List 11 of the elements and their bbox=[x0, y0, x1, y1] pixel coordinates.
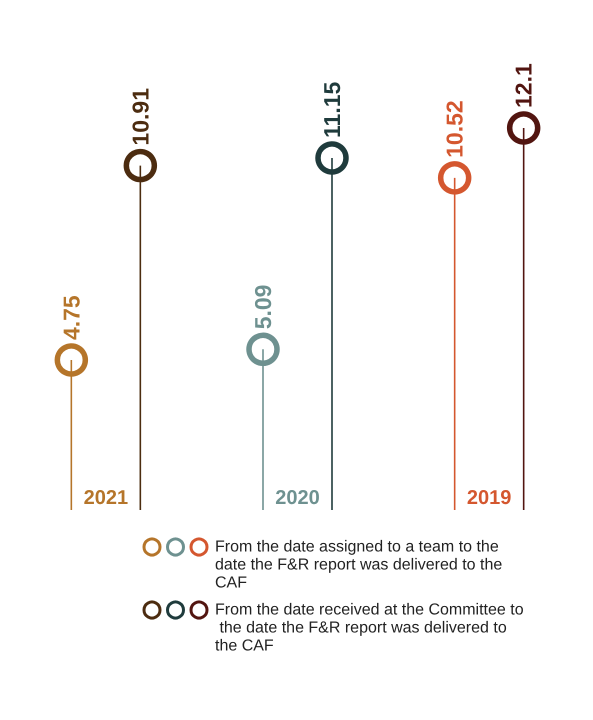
data-label: 10.91 bbox=[127, 88, 154, 146]
legend-label: From the date received at the Committee to the date the F&R report was delivered to the CAF bbox=[215, 602, 524, 654]
data-label: 4.75 bbox=[58, 295, 84, 340]
data-label: 5.09 bbox=[250, 284, 276, 330]
x-tick-label: 2020 bbox=[275, 487, 320, 509]
data-label: 11.15 bbox=[319, 81, 345, 138]
legend-label: From the date assigned to a team to the date the F&R report was delivered to the CAF bbox=[215, 538, 507, 592]
x-tick-label: 2021 bbox=[84, 487, 128, 509]
x-tick-label: 2019 bbox=[466, 487, 512, 509]
data-label: 10.52 bbox=[442, 100, 468, 158]
data-label: 12.1 bbox=[510, 63, 537, 108]
